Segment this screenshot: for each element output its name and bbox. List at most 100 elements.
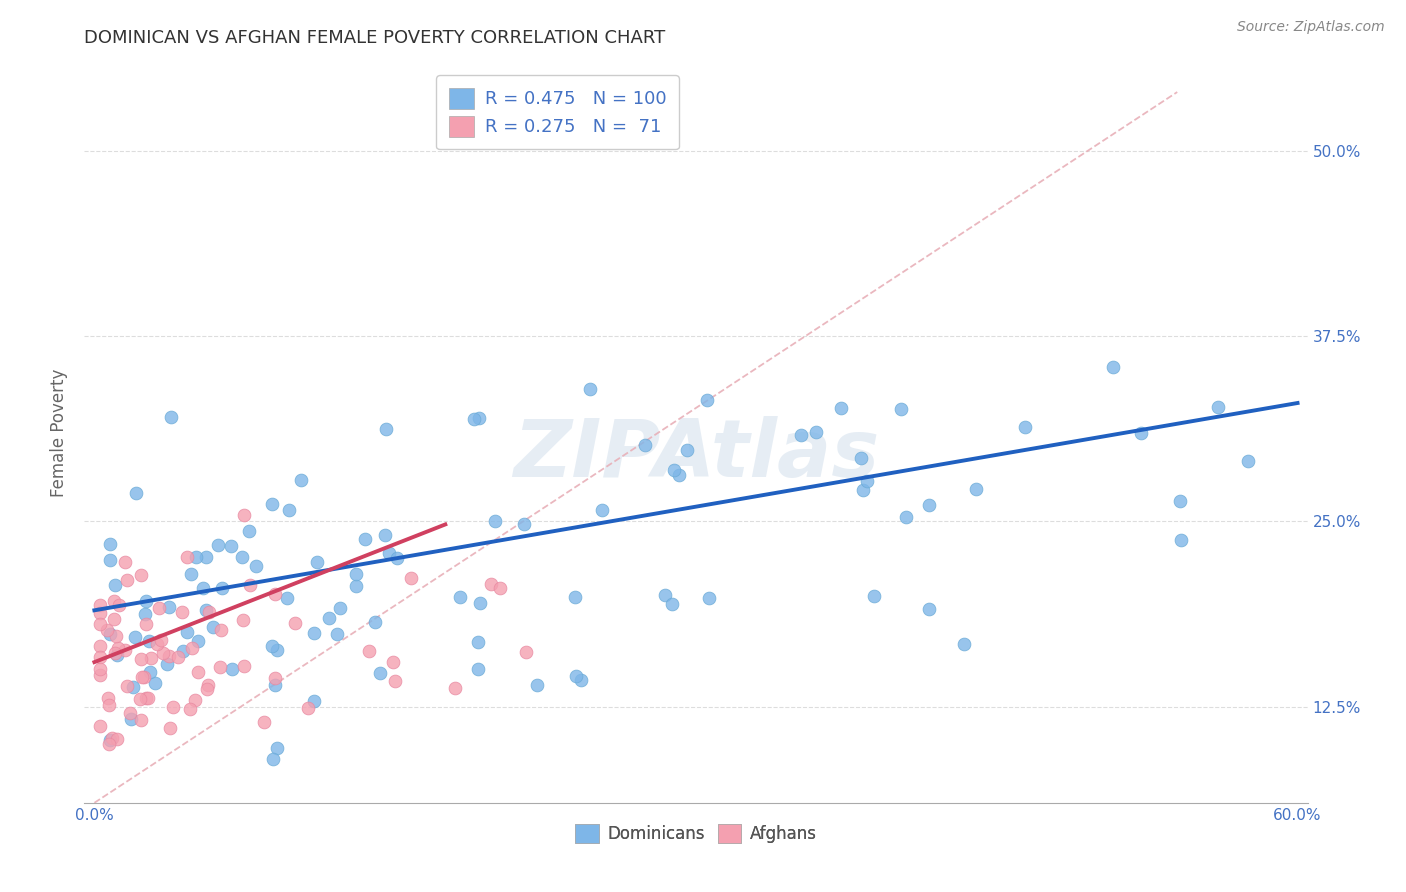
Point: [852, 483, 875, 498]
Point: [662, 463, 685, 477]
Point: [564, 591, 586, 605]
Point: [104, 629, 127, 643]
Point: [377, 546, 399, 560]
Point: [120, 712, 142, 726]
Point: [381, 655, 404, 669]
Point: [278, 502, 301, 516]
Point: [790, 428, 813, 442]
Point: [463, 412, 485, 426]
Point: [264, 677, 287, 691]
Point: [100, 627, 122, 641]
Point: [211, 581, 233, 595]
Y-axis label: Female Poverty: Female Poverty: [51, 368, 69, 497]
Point: [135, 617, 157, 632]
Point: [449, 590, 471, 604]
Point: [157, 600, 180, 615]
Point: [263, 586, 285, 600]
Point: [513, 516, 536, 531]
Point: [468, 596, 491, 610]
Point: [851, 450, 873, 465]
Point: [489, 581, 512, 595]
Point: [202, 620, 225, 634]
Point: [170, 605, 193, 619]
Point: [135, 690, 157, 705]
Point: [89, 649, 111, 664]
Point: [209, 623, 232, 637]
Point: [384, 673, 406, 688]
Point: [134, 670, 156, 684]
Point: [221, 662, 243, 676]
Point: [180, 566, 202, 581]
Point: [219, 539, 242, 553]
Point: [167, 649, 190, 664]
Point: [135, 594, 157, 608]
Point: [148, 601, 170, 615]
Point: [160, 410, 183, 425]
Point: [479, 576, 502, 591]
Point: [344, 566, 367, 581]
Point: [830, 401, 852, 415]
Point: [104, 646, 127, 660]
Point: [146, 637, 169, 651]
Point: [143, 675, 166, 690]
Point: [191, 582, 214, 596]
Point: [245, 558, 267, 573]
Point: [89, 719, 111, 733]
Point: [305, 555, 328, 569]
Point: [138, 665, 160, 679]
Point: [515, 645, 537, 659]
Point: [101, 731, 124, 745]
Point: [232, 613, 254, 627]
Point: [654, 588, 676, 602]
Point: [172, 644, 194, 658]
Point: [965, 482, 987, 496]
Point: [266, 643, 288, 657]
Point: [252, 715, 274, 730]
Point: [443, 681, 465, 695]
Point: [1014, 419, 1036, 434]
Legend: Dominicans, Afghans: Dominicans, Afghans: [568, 817, 824, 850]
Point: [1102, 359, 1125, 374]
Point: [100, 537, 122, 551]
Point: [467, 635, 489, 649]
Point: [115, 573, 138, 587]
Point: [326, 627, 349, 641]
Point: [103, 594, 125, 608]
Point: [399, 571, 422, 585]
Point: [134, 607, 156, 621]
Point: [176, 549, 198, 564]
Point: [96, 623, 118, 637]
Point: [569, 673, 592, 687]
Point: [579, 383, 602, 397]
Point: [344, 579, 367, 593]
Point: [368, 665, 391, 680]
Point: [179, 702, 201, 716]
Point: [856, 474, 879, 488]
Point: [107, 641, 129, 656]
Point: [89, 598, 111, 612]
Point: [194, 603, 217, 617]
Point: [890, 401, 912, 416]
Point: [198, 605, 221, 619]
Point: [180, 640, 202, 655]
Point: [676, 442, 699, 457]
Point: [1168, 493, 1191, 508]
Point: [634, 438, 657, 452]
Point: [89, 617, 111, 632]
Point: [89, 606, 111, 620]
Point: [238, 524, 260, 538]
Point: [208, 660, 231, 674]
Point: [262, 752, 284, 766]
Point: [699, 591, 721, 606]
Point: [264, 671, 287, 685]
Point: [484, 514, 506, 528]
Point: [108, 598, 131, 612]
Point: [150, 632, 173, 647]
Text: Source: ZipAtlas.com: Source: ZipAtlas.com: [1237, 20, 1385, 34]
Point: [105, 648, 128, 663]
Point: [918, 498, 941, 512]
Point: [187, 634, 209, 648]
Point: [105, 732, 128, 747]
Point: [114, 555, 136, 569]
Point: [176, 624, 198, 639]
